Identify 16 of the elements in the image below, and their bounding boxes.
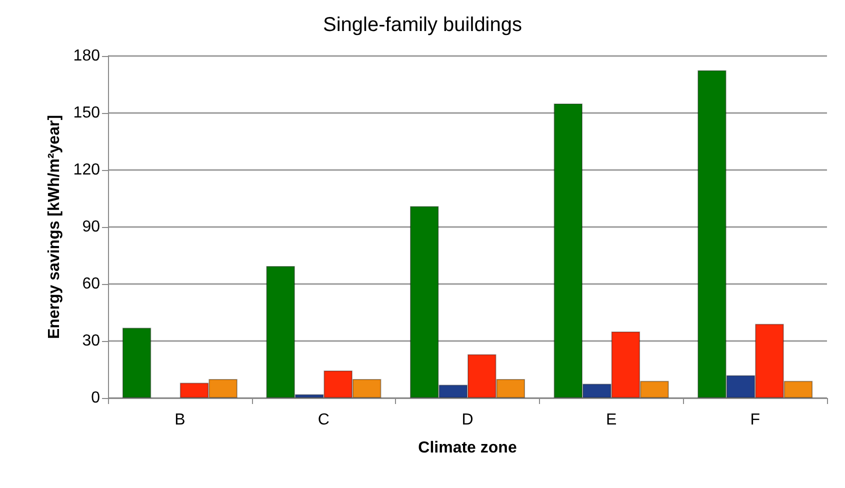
y-tick-label: 30 (82, 332, 100, 350)
y-axis-title: Energy savings [kWh/m²year] (46, 114, 63, 340)
y-tick-label: 180 (73, 48, 100, 64)
x-tick-label: E (606, 412, 617, 428)
y-tick-label: 60 (82, 276, 100, 292)
chart-title: Single-family buildings (323, 14, 522, 36)
x-tick-label: B (174, 412, 186, 428)
x-tick-label: C (318, 412, 330, 428)
x-axis-title: Climate zone (418, 440, 517, 456)
y-tick-label: 90 (82, 218, 100, 236)
y-tick-label: 0 (91, 390, 100, 406)
y-tick-label: 120 (73, 162, 100, 178)
x-tick-label: D (462, 412, 474, 428)
x-tick-label: F (750, 412, 760, 428)
y-tick-label: 150 (73, 104, 100, 122)
bar (122, 328, 152, 398)
